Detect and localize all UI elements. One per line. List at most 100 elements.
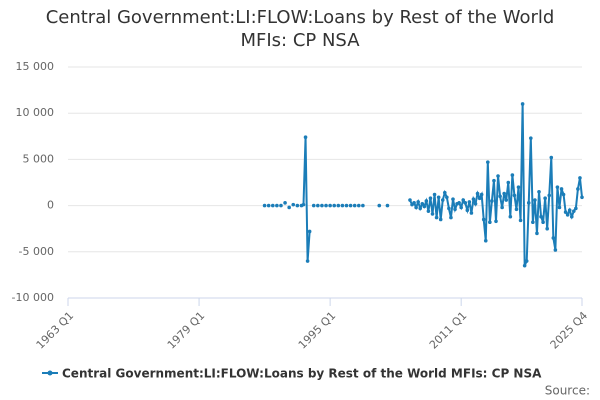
point [262,203,267,208]
point [426,209,431,213]
point [561,192,566,197]
point [471,197,476,201]
point [500,205,504,210]
point [459,205,463,210]
point [543,196,547,201]
y-tick-label: 0 [47,199,54,212]
point [422,204,427,209]
point [361,203,365,208]
point [522,263,527,268]
point [436,195,441,200]
point [559,187,564,191]
point [445,195,449,200]
point [356,203,361,208]
point [549,155,554,160]
point [449,215,453,220]
x-tick-label: 1979 Q1 [165,309,208,352]
point [569,214,574,219]
point [465,208,470,213]
point [340,203,345,208]
point [311,203,316,208]
point [328,203,332,208]
point [344,203,349,208]
point [316,203,320,208]
point [537,189,541,194]
point [488,220,492,225]
point [574,206,578,211]
point [563,210,568,214]
point [385,203,390,208]
point [481,217,486,222]
x-tick-label: 1995 Q1 [296,309,339,352]
y-tick-label: 10 000 [16,106,55,119]
point [453,207,457,212]
x-tick-label: 2011 Q1 [427,309,470,352]
point [420,201,425,206]
point [580,195,584,200]
point [572,209,576,213]
point [416,200,420,204]
point [535,231,539,236]
point [432,192,437,197]
point [447,206,451,211]
point [424,199,429,203]
point [434,215,439,220]
point [578,176,582,180]
legend-swatch-dot [47,370,53,376]
point [565,213,570,217]
line [301,137,311,262]
point [555,185,560,189]
x-tick-label: 2025 Q4 [548,309,591,352]
point [518,218,523,223]
point [533,198,537,202]
point [576,187,580,191]
point [270,203,275,208]
point [516,185,521,189]
point [483,238,488,243]
point [438,217,443,222]
y-tick-label: 5 000 [23,152,55,165]
point [283,201,287,205]
line [409,103,583,267]
point [473,201,478,206]
point [412,201,416,205]
point [486,160,490,164]
point [475,191,480,196]
point [547,193,552,198]
point [490,199,494,203]
point [479,192,484,197]
point [352,203,357,208]
point [440,198,445,202]
point [492,178,496,183]
point [418,206,423,211]
legend-label: Central Government:LI:FLOW:Loans by Rest… [62,367,542,381]
point [463,201,468,205]
point [414,205,418,210]
point [514,207,519,212]
point [567,208,572,213]
point [539,214,543,219]
point [295,203,300,208]
point [557,205,562,210]
point [524,259,529,263]
point [442,190,447,195]
point [291,202,296,207]
chart-title: Central Government:LI:FLOW:Loans by Rest… [45,7,555,51]
point [301,202,306,207]
point [324,203,328,208]
point [502,191,506,196]
point [529,136,533,140]
point [305,259,310,263]
point [461,198,466,202]
point [531,220,535,225]
point [506,180,511,185]
point [303,135,308,140]
source-label: Source: [545,384,590,398]
point [266,203,271,208]
point [307,229,312,234]
point [451,197,455,201]
point [551,236,556,240]
point [510,173,515,177]
point [457,201,461,205]
